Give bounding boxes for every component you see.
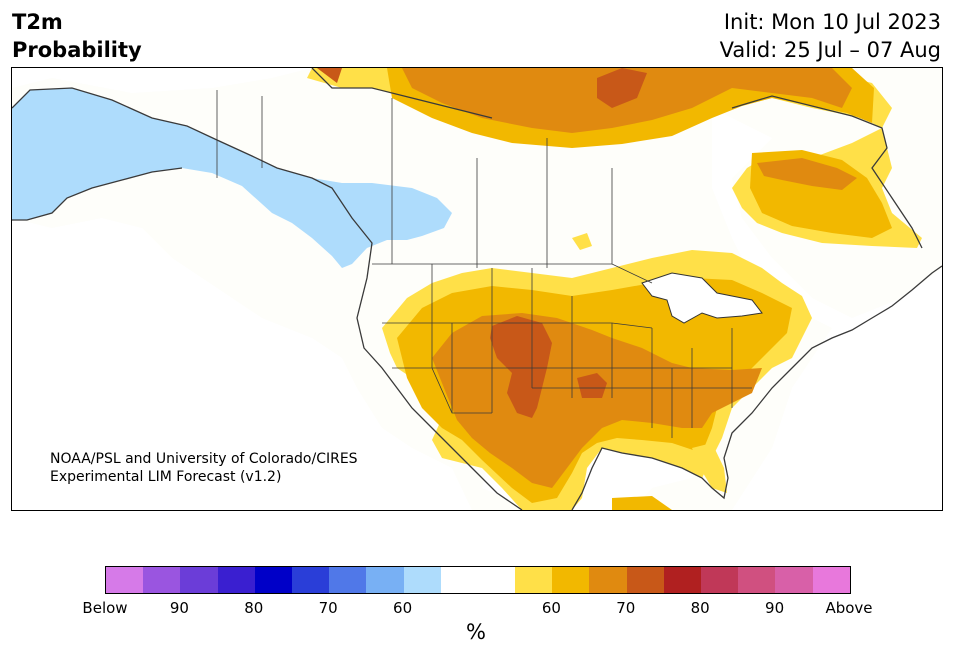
colorbar-segment: [589, 567, 627, 593]
colorbar-segment: [180, 567, 218, 593]
above-75-region-north: [317, 68, 647, 108]
below-normal-region: [12, 88, 452, 268]
colorbar-segment: [812, 567, 850, 593]
map-title: T2m Probability: [12, 8, 142, 64]
colorbar-segment: [440, 567, 478, 593]
colorbar-segment: [106, 567, 144, 593]
credit-line-2: Experimental LIM Forecast (v1.2): [50, 469, 282, 485]
colorbar-segment: [701, 567, 739, 593]
great-lakes: [641, 272, 763, 324]
colorbar-tick-label: 80: [690, 599, 710, 617]
colorbar-tick-label: Above: [825, 599, 873, 617]
colorbar-segment: [217, 567, 255, 593]
colorbar-tick-label: 70: [616, 599, 636, 617]
colorbar-segment: [663, 567, 701, 593]
above-70-region-quebec: [757, 158, 857, 190]
coastlines: [12, 68, 942, 510]
colorbar-tick-label: 70: [318, 599, 338, 617]
colorbar-segment: [366, 567, 404, 593]
arctic-ocean-west: [12, 68, 312, 93]
init-date: Init: Mon 10 Jul 2023: [723, 10, 941, 34]
colorbar-tick-label: 60: [393, 599, 413, 617]
credit-line-1: NOAA/PSL and University of Colorado/CIRE…: [50, 451, 358, 467]
colorbar-tick-label: Below: [82, 599, 128, 617]
forecast-map: NOAA/PSL and University of Colorado/CIRE…: [11, 67, 943, 511]
colorbar-unit: %: [466, 620, 486, 644]
colorbar-segment: [403, 567, 441, 593]
map-credit: NOAA/PSL and University of Colorado/CIRE…: [50, 450, 358, 486]
map-canvas: [12, 68, 942, 510]
atlantic-ocean: [712, 108, 942, 510]
colorbar-tick-label: 60: [541, 599, 561, 617]
colorbar-segment: [738, 567, 776, 593]
above-75-region-us: [490, 316, 607, 418]
above-60-region-small: [572, 233, 592, 250]
colorbar-segment: [329, 567, 367, 593]
colorbar-segment: [143, 567, 181, 593]
colorbar-tick-label: 90: [169, 599, 189, 617]
above-60-region-florida: [692, 443, 727, 493]
forecast-dates: Init: Mon 10 Jul 2023 Valid: 25 Jul – 07…: [720, 8, 941, 64]
colorbar-tick-label: 90: [765, 599, 785, 617]
colorbar-segment: [477, 567, 516, 593]
colorbar-segment: [552, 567, 590, 593]
colorbar-tick-label: 80: [244, 599, 264, 617]
colorbar-segment: [254, 567, 292, 593]
probability-colorbar: [105, 566, 851, 594]
colorbar-segment: [291, 567, 330, 593]
title-line-2: Probability: [12, 38, 142, 62]
title-line-1: T2m: [12, 10, 63, 34]
colorbar-segment: [626, 567, 664, 593]
colorbar-segment: [515, 567, 553, 593]
political-borders: [216, 90, 752, 438]
pacific-ocean: [12, 218, 472, 510]
valid-date: Valid: 25 Jul – 07 Aug: [719, 38, 941, 62]
above-60-region-yucatan: [612, 496, 672, 510]
colorbar-segment: [775, 567, 813, 593]
